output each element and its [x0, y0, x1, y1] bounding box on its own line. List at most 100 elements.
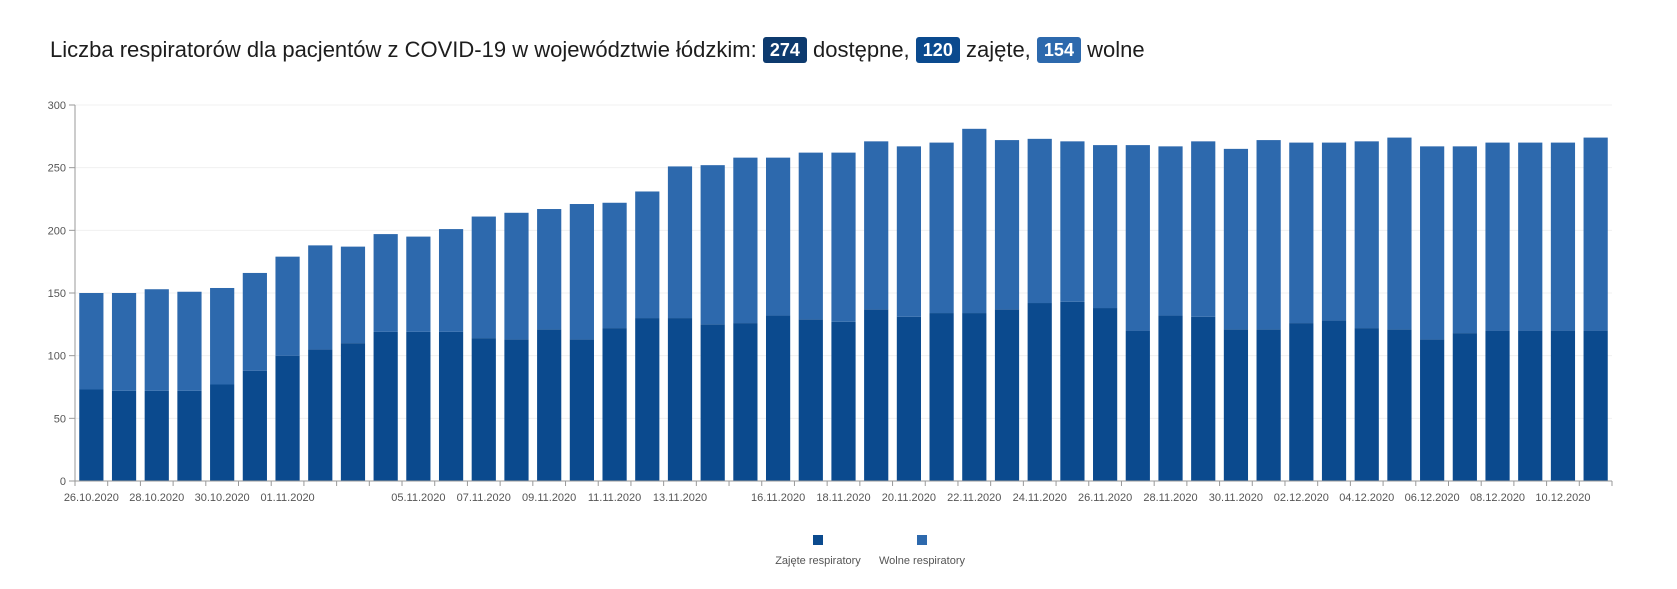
bar-free — [864, 141, 889, 310]
bar-occupied — [1223, 329, 1249, 481]
bar-occupied — [340, 343, 366, 481]
bar-free — [406, 236, 431, 332]
bar-free — [1354, 141, 1379, 329]
bar-occupied — [1550, 330, 1576, 481]
bar-occupied — [569, 339, 594, 481]
y-tick-label: 150 — [48, 288, 66, 300]
bar-occupied — [242, 370, 267, 481]
bar-free — [504, 212, 529, 340]
legend-item-occupied[interactable]: Zajęte respiratory — [738, 535, 898, 567]
x-tick-label: 30.11.2020 — [1209, 492, 1263, 504]
bar-free — [1125, 145, 1150, 331]
bar-occupied — [79, 389, 104, 481]
y-tick-label: 50 — [54, 413, 66, 425]
x-tick-label: 04.12.2020 — [1339, 492, 1394, 504]
bar-occupied — [1518, 330, 1543, 481]
bar-occupied — [962, 313, 987, 481]
bar-occupied — [1583, 330, 1608, 481]
bar-occupied — [1289, 323, 1314, 481]
bar-occupied — [275, 355, 300, 481]
bar-free — [1321, 142, 1347, 321]
bar-occupied — [929, 313, 954, 481]
bar-free — [733, 157, 758, 324]
y-axis: 0 50 100 150 200 250 300 — [48, 100, 76, 488]
bar-free — [831, 152, 856, 322]
bar-free — [1420, 146, 1445, 340]
bar-occupied — [504, 339, 529, 481]
bar-free — [635, 191, 660, 319]
bar-free — [1060, 141, 1085, 302]
occupied-label: zajęte, — [965, 37, 1031, 62]
bar-free — [242, 272, 267, 371]
bar-occupied — [111, 390, 137, 481]
bar-free — [438, 229, 464, 332]
x-tick-label: 11.11.2020 — [588, 492, 641, 504]
bar-free — [1158, 146, 1183, 316]
x-tick-label: 16.11.2020 — [751, 492, 805, 504]
legend-item-free[interactable]: Wolne respiratory — [842, 535, 1002, 567]
bar-occupied — [1420, 339, 1445, 481]
bar-free — [700, 165, 725, 325]
y-tick-label: 250 — [48, 163, 66, 175]
bar-occupied — [798, 319, 823, 481]
bar-free — [667, 166, 693, 319]
bar-free — [569, 204, 594, 340]
x-tick-label: 05.11.2020 — [391, 492, 445, 504]
bar-occupied — [1093, 308, 1118, 481]
bar-occupied — [700, 324, 725, 481]
total-badge: 274 — [762, 37, 807, 63]
bar-occupied — [308, 349, 333, 481]
bar-free — [798, 152, 823, 320]
bar-free — [275, 256, 300, 356]
bar-occupied — [1027, 303, 1052, 481]
bar-free — [1485, 142, 1510, 331]
bar-free — [144, 289, 169, 391]
bar-occupied — [602, 328, 627, 481]
bar-free — [537, 209, 562, 330]
bar-occupied — [1060, 301, 1085, 481]
x-tick-label: 10.12.2020 — [1535, 492, 1590, 504]
x-tick-label: 26.10.2020 — [64, 492, 119, 504]
y-tick-label: 100 — [48, 351, 66, 363]
bar-free — [1256, 140, 1281, 330]
bar-free — [1027, 138, 1052, 304]
bar-free — [210, 287, 235, 385]
bar-free — [1452, 146, 1477, 334]
legend-swatch-free — [917, 535, 927, 545]
bar-occupied — [1158, 315, 1183, 481]
bar-free — [1550, 142, 1576, 331]
x-tick-label: 22.11.2020 — [947, 492, 1001, 504]
x-tick-label: 06.12.2020 — [1405, 492, 1460, 504]
bar-occupied — [373, 331, 398, 481]
x-tick-label: 20.11.2020 — [882, 492, 936, 504]
bar-occupied — [210, 384, 235, 481]
bar-occupied — [831, 321, 856, 481]
bar-occupied — [1256, 329, 1281, 481]
bar-free — [1191, 141, 1216, 317]
x-tick-label: 13.11.2020 — [653, 492, 707, 504]
bar-free — [994, 140, 1020, 310]
bar-free — [602, 202, 627, 329]
bar-occupied — [1125, 330, 1150, 481]
x-tick-label: 02.12.2020 — [1274, 492, 1329, 504]
bar-free — [1583, 137, 1608, 331]
total-label: dostępne, — [813, 37, 910, 62]
y-tick-label: 300 — [48, 100, 66, 112]
bar-free — [1518, 142, 1543, 331]
free-badge: 154 — [1036, 37, 1081, 63]
bar-free — [308, 245, 333, 350]
x-tick-label: 30.10.2020 — [195, 492, 250, 504]
bar-free — [1387, 137, 1412, 330]
bar-free — [962, 128, 987, 314]
bar-free — [929, 142, 954, 314]
x-tick-label: 01.11.2020 — [260, 492, 314, 504]
bar-occupied — [1321, 320, 1347, 481]
bar-occupied — [406, 331, 431, 481]
x-tick-label: 18.11.2020 — [816, 492, 870, 504]
bar-occupied — [635, 318, 660, 481]
bar-occupied — [667, 318, 693, 481]
bar-free — [1093, 145, 1118, 309]
bar-free — [896, 146, 922, 317]
bar-free — [373, 234, 398, 332]
